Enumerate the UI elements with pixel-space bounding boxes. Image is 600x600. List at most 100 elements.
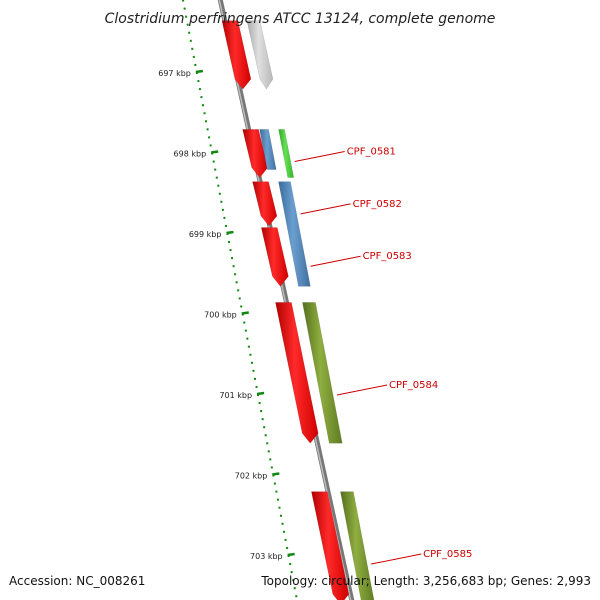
axis-minor-tick — [253, 377, 256, 380]
feature-tracks — [221, 20, 375, 600]
axis-minor-tick — [238, 297, 241, 300]
axis-major-tick — [256, 391, 265, 396]
axis-minor-tick — [279, 514, 282, 517]
axis-minor-tick — [183, 7, 186, 10]
axis-minor-tick — [200, 96, 203, 99]
axis-minor-tick — [227, 241, 230, 244]
gene-label: CPF_0584 — [389, 380, 438, 391]
axis-minor-tick — [293, 587, 296, 590]
axis-minor-tick — [270, 466, 273, 469]
axis-minor-tick — [208, 136, 211, 139]
axis-minor-tick — [240, 305, 243, 308]
gene-label-leader — [294, 151, 345, 163]
axis-minor-tick — [266, 442, 269, 445]
axis-minor-tick — [223, 216, 226, 219]
feature-grey — [246, 20, 274, 90]
axis-major-tick — [272, 472, 280, 476]
feature-red — [275, 302, 319, 444]
axis-minor-tick — [185, 15, 188, 18]
gene-label-leader — [310, 255, 361, 267]
accession-text: Accession: NC_008261 — [9, 574, 146, 588]
axis-minor-tick — [191, 47, 194, 50]
axis-minor-tick — [205, 120, 208, 123]
axis-minor-tick — [289, 563, 292, 566]
axis-minor-tick — [221, 208, 224, 211]
axis-minor-tick — [203, 112, 206, 115]
axis-minor-tick — [246, 337, 249, 340]
axis-minor-tick — [250, 361, 253, 364]
axis-minor-tick — [263, 426, 266, 429]
gene-label: CPF_0582 — [353, 199, 402, 210]
axis-minor-tick — [244, 329, 247, 332]
axis-major-tick — [210, 150, 219, 154]
axis-minor-tick — [218, 192, 221, 195]
axis-minor-tick — [198, 88, 201, 91]
kbp-axis: 697 kbp 698 kbp 699 kbp 700 kbp 701 kbp 702 k… — [158, 0, 298, 598]
axis-major-tick — [241, 311, 249, 315]
feature-orf — [259, 129, 277, 170]
axis-minor-tick — [214, 168, 217, 171]
axis-minor-tick — [192, 55, 195, 58]
axis-tick-label: 697 kbp — [158, 69, 191, 78]
axis-minor-tick — [292, 579, 295, 582]
axis-minor-tick — [275, 490, 278, 493]
axis-minor-tick — [281, 522, 284, 525]
gene-label: CPF_0585 — [423, 549, 472, 560]
axis-minor-tick — [249, 353, 252, 356]
axis-minor-tick — [194, 63, 197, 66]
topology-text: Topology: circular; Length: 3,256,683 bp… — [261, 574, 591, 588]
axis-minor-tick — [261, 418, 264, 421]
axis-minor-tick — [247, 345, 250, 348]
axis-tick-label: 699 kbp — [189, 230, 222, 239]
axis-minor-tick — [189, 39, 192, 42]
axis-major-tick — [226, 230, 234, 235]
axis-tick-label: 700 kbp — [204, 311, 237, 320]
genome-title: Clostridium perfringens ATCC 13124, comp… — [105, 11, 496, 27]
axis-minor-tick — [235, 281, 238, 284]
axis-minor-tick — [243, 321, 246, 324]
backbone-line — [217, 0, 355, 600]
gene-cpf-0582 — [278, 181, 311, 287]
axis-minor-tick — [264, 434, 267, 437]
gene-label: CPF_0581 — [347, 147, 396, 158]
axis-minor-tick — [232, 265, 235, 268]
axis-minor-tick — [290, 571, 293, 574]
axis-minor-tick — [234, 273, 237, 276]
axis-minor-tick — [186, 23, 189, 26]
axis-minor-tick — [278, 506, 281, 509]
axis-minor-tick — [295, 595, 298, 598]
axis-major-tick — [195, 69, 204, 74]
axis-minor-tick — [212, 160, 215, 163]
axis-minor-tick — [283, 530, 286, 533]
axis-minor-tick — [209, 144, 212, 147]
axis-minor-tick — [201, 104, 204, 107]
axis-tick-label: 698 kbp — [174, 150, 207, 159]
genome-backbone — [217, 0, 355, 600]
axis-tick-label: 702 kbp — [235, 472, 268, 481]
gene-cpf-0585 — [340, 491, 375, 600]
axis-major-tick — [287, 552, 295, 557]
axis-minor-tick — [286, 546, 289, 549]
axis-minor-tick — [215, 176, 218, 179]
axis-minor-tick — [260, 410, 263, 413]
axis-minor-tick — [273, 482, 276, 485]
axis-minor-tick — [258, 402, 261, 405]
feature-red — [311, 491, 350, 600]
axis-minor-tick — [284, 538, 287, 541]
axis-tick-label: 701 kbp — [219, 391, 252, 400]
feature-red — [260, 227, 289, 287]
axis-minor-tick — [220, 200, 223, 203]
axis-minor-tick — [276, 498, 279, 501]
gene-cpf-0581 — [278, 129, 295, 178]
axis-tick-label: 703 kbp — [250, 552, 283, 561]
axis-minor-tick — [231, 257, 234, 260]
axis-minor-tick — [188, 31, 191, 34]
gene-label-leader — [336, 384, 388, 396]
feature-red — [252, 181, 278, 227]
feature-red — [221, 20, 252, 90]
axis-minor-tick — [206, 128, 209, 131]
gene-cpf-0584 — [302, 302, 343, 444]
axis-minor-tick — [267, 450, 270, 453]
axis-minor-tick — [229, 249, 232, 252]
